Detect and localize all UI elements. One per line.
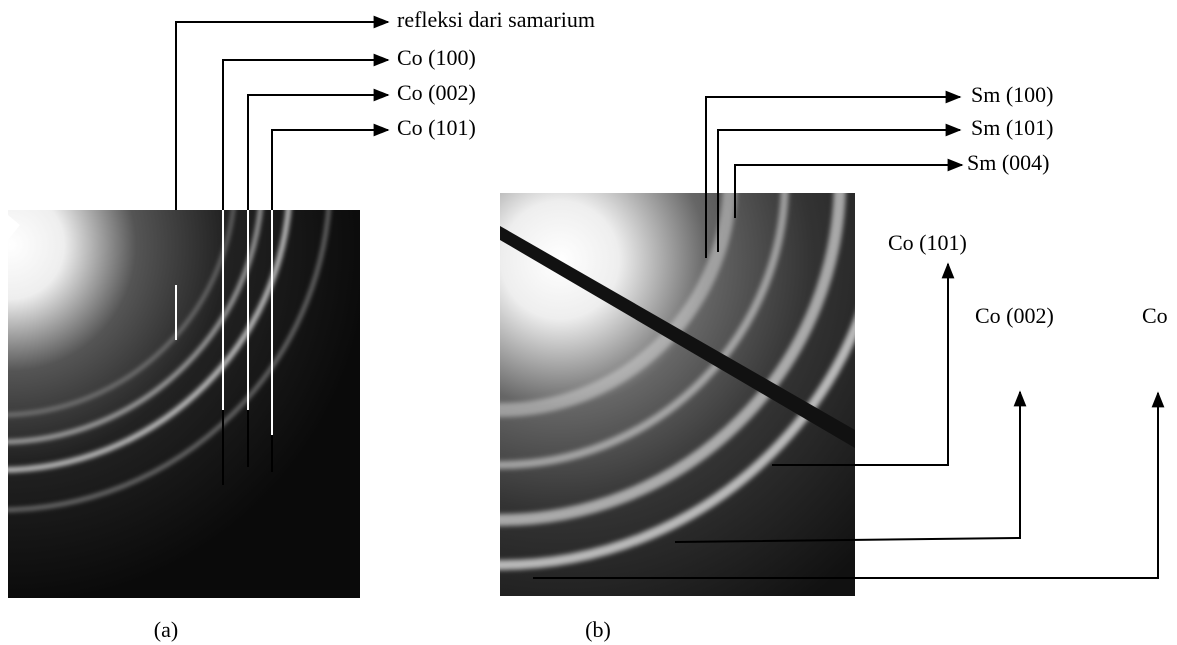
label: Co (002) (975, 303, 1054, 328)
label: Co (100) (397, 45, 476, 70)
label: Co (101) (888, 230, 967, 255)
label: Co (101) (397, 115, 476, 140)
label: Sm (101) (971, 115, 1054, 140)
caption: (b) (585, 617, 611, 642)
diffraction-image-a (0, 0, 360, 598)
caption: (a) (154, 617, 178, 642)
label: Co (002) (397, 80, 476, 105)
label: refleksi dari samarium (397, 7, 595, 32)
label: Sm (004) (967, 150, 1050, 175)
figure: refleksi dari samarium Co (100) Co (002)… (0, 0, 1177, 645)
label: Co (1142, 303, 1168, 328)
label: Sm (100) (971, 82, 1054, 107)
